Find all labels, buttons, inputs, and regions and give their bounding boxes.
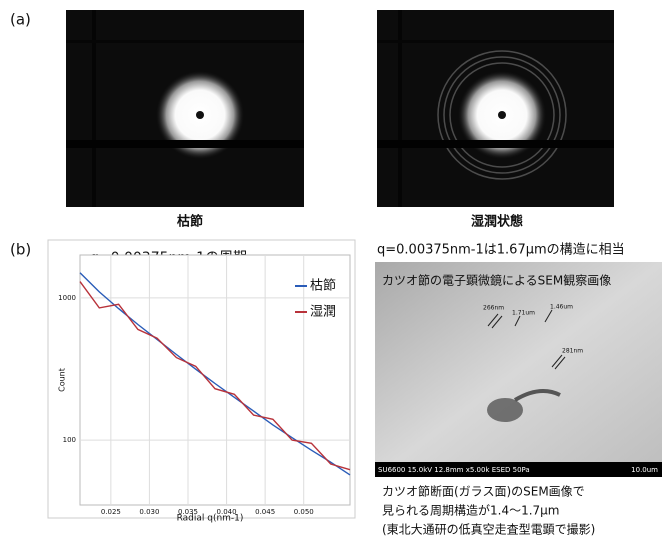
measurement-label: 266nm: [483, 305, 504, 312]
x-tick-label: 0.030: [139, 508, 159, 516]
sem-info-bar: SU6600 15.0kV 12.8mm x5.00k ESED 50Pa: [378, 466, 530, 474]
scattering-image: [66, 10, 304, 207]
x-tick-label: 0.035: [178, 508, 198, 516]
x-tick-label: 0.040: [217, 508, 237, 516]
sem-caption: 見られる周期構造が1.4〜1.7μm: [382, 503, 560, 518]
x-tick-label: 0.045: [255, 508, 275, 516]
series-line: [79, 281, 351, 471]
panel-label: (a): [10, 11, 31, 29]
measurement-label: 1.46um: [550, 304, 573, 311]
x-tick-label: 0.050: [294, 508, 314, 516]
sem-scale-label: 10.0um: [631, 466, 658, 474]
y-axis-label: Count: [58, 368, 67, 392]
sem-overlay-title: カツオ節の電子顕微鏡によるSEM観察画像: [382, 273, 611, 288]
series-line: [79, 272, 351, 476]
sem-heading: q=0.00375nm-1は1.67μmの構造に相当: [377, 243, 625, 258]
scattering-image: [377, 10, 614, 207]
x-axis-label: Radial q(nm-1): [177, 514, 244, 524]
sem-caption: (東北大通研の低真空走査型電顕で撮影): [382, 523, 595, 537]
legend-label: 湿潤: [310, 305, 336, 320]
plot-area: [79, 254, 351, 506]
y-tick-label: 1000: [58, 294, 76, 302]
panel-label: (b): [10, 241, 31, 259]
image-caption: 枯節: [177, 214, 203, 230]
sem-caption: カツオ節断面(ガラス面)のSEM画像で: [382, 484, 585, 499]
sem-image: [375, 262, 662, 477]
image-caption: 湿潤状態: [471, 214, 523, 230]
y-tick-label: 100: [63, 436, 76, 444]
measurement-label: 281nm: [562, 348, 583, 355]
legend-label: 枯節: [310, 279, 336, 294]
measurement-label: 1.71um: [512, 310, 535, 317]
x-tick-label: 0.025: [101, 508, 121, 516]
